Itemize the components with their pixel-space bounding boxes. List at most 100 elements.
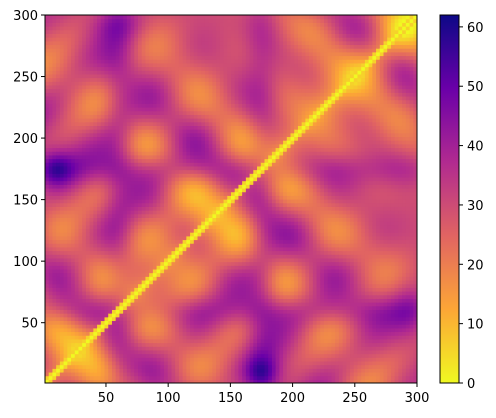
heatmap-cell xyxy=(178,316,184,322)
heatmap-cell xyxy=(204,331,210,336)
heatmap-cell xyxy=(138,243,143,248)
heatmap-cell xyxy=(227,375,232,380)
heatmap-cell xyxy=(56,162,61,167)
heatmap-cell xyxy=(56,184,61,189)
heatmap-cell xyxy=(182,316,187,322)
heatmap-cell xyxy=(100,257,106,263)
heatmap-cell xyxy=(45,165,50,171)
heatmap-cell xyxy=(115,335,120,340)
heatmap-cell xyxy=(74,268,80,274)
heatmap-cell xyxy=(212,335,217,340)
heatmap-cell xyxy=(71,375,76,380)
heatmap-cell xyxy=(160,99,165,104)
heatmap-cell xyxy=(59,261,65,266)
heatmap-cell xyxy=(48,26,54,31)
heatmap-cell xyxy=(85,129,91,134)
heatmap-cell xyxy=(138,184,143,189)
heatmap-cell xyxy=(160,103,165,108)
heatmap-cell xyxy=(100,92,106,97)
heatmap-cell xyxy=(115,221,120,226)
heatmap-cell xyxy=(138,379,143,383)
heatmap-cell xyxy=(104,342,109,347)
heatmap-cell xyxy=(171,371,176,377)
heatmap-cell xyxy=(67,151,72,156)
heatmap-cell xyxy=(138,368,143,373)
heatmap-cell xyxy=(130,298,135,303)
heatmap-cell xyxy=(134,70,139,75)
heatmap-cell xyxy=(178,283,184,288)
heatmap-cell xyxy=(71,184,76,189)
heatmap-cell xyxy=(115,279,120,285)
heatmap-cell xyxy=(152,324,158,329)
heatmap-cell xyxy=(59,291,65,296)
heatmap-cell xyxy=(227,55,232,60)
heatmap-cell xyxy=(130,169,135,174)
heatmap-cell xyxy=(175,110,180,115)
heatmap-cell xyxy=(78,129,83,134)
heatmap-cell xyxy=(141,246,147,252)
heatmap-cell xyxy=(45,342,50,347)
heatmap-cell xyxy=(63,239,68,244)
heatmap-cell xyxy=(119,143,124,149)
heatmap-cell xyxy=(85,107,91,112)
heatmap-cell xyxy=(126,243,132,248)
heatmap-cell xyxy=(134,114,139,119)
heatmap-cell xyxy=(108,33,113,38)
heatmap-cell xyxy=(93,107,98,112)
heatmap-cell xyxy=(74,272,80,277)
heatmap-cell xyxy=(208,110,213,115)
heatmap-cell xyxy=(178,213,184,218)
heatmap-cell xyxy=(119,316,124,322)
heatmap-cell xyxy=(156,103,161,108)
heatmap-cell xyxy=(130,239,135,244)
heatmap-cell xyxy=(93,81,98,86)
heatmap-cell xyxy=(197,221,202,226)
heatmap-cell xyxy=(115,276,120,281)
heatmap-cell xyxy=(82,73,87,79)
heatmap-cell xyxy=(182,176,187,182)
heatmap-cell xyxy=(97,95,102,101)
heatmap-cell xyxy=(119,118,124,123)
heatmap-cell xyxy=(186,33,191,38)
heatmap-cell xyxy=(123,224,128,230)
heatmap-cell xyxy=(108,77,113,82)
heatmap-cell xyxy=(182,92,187,97)
heatmap-cell xyxy=(89,195,94,200)
heatmap-cell xyxy=(167,125,173,130)
heatmap-cell xyxy=(219,140,225,145)
heatmap-cell xyxy=(171,298,176,303)
heatmap-cell xyxy=(111,250,117,255)
heatmap-cell xyxy=(82,143,87,149)
heatmap-cell xyxy=(74,327,80,333)
heatmap-cell xyxy=(82,221,87,226)
heatmap-cell xyxy=(193,77,199,82)
heatmap-cell xyxy=(115,92,120,97)
heatmap-cell xyxy=(115,147,120,152)
heatmap-cell xyxy=(78,29,83,34)
heatmap-cell xyxy=(59,107,65,112)
heatmap-cell xyxy=(45,173,50,178)
heatmap-cell xyxy=(152,246,158,252)
heatmap-cell xyxy=(63,213,68,218)
heatmap-cell xyxy=(52,154,57,160)
heatmap-cell xyxy=(59,206,65,211)
heatmap-cell xyxy=(45,265,50,270)
heatmap-cell xyxy=(130,95,135,101)
heatmap-cell xyxy=(126,246,132,252)
heatmap-cell xyxy=(160,364,165,369)
heatmap-cell xyxy=(223,143,228,149)
heatmap-cell xyxy=(167,279,173,285)
heatmap-cell xyxy=(108,313,113,318)
heatmap-cell xyxy=(108,338,113,344)
heatmap-cell xyxy=(193,103,199,108)
heatmap-cell xyxy=(97,125,102,130)
heatmap-cell xyxy=(216,55,221,60)
heatmap-cell xyxy=(71,268,76,274)
heatmap-cell xyxy=(119,51,124,57)
heatmap-cell xyxy=(119,202,124,207)
heatmap-cell xyxy=(175,162,180,167)
heatmap-cell xyxy=(186,357,191,362)
heatmap-cell xyxy=(108,279,113,285)
heatmap-cell xyxy=(111,309,117,314)
heatmap-cell xyxy=(223,305,228,310)
